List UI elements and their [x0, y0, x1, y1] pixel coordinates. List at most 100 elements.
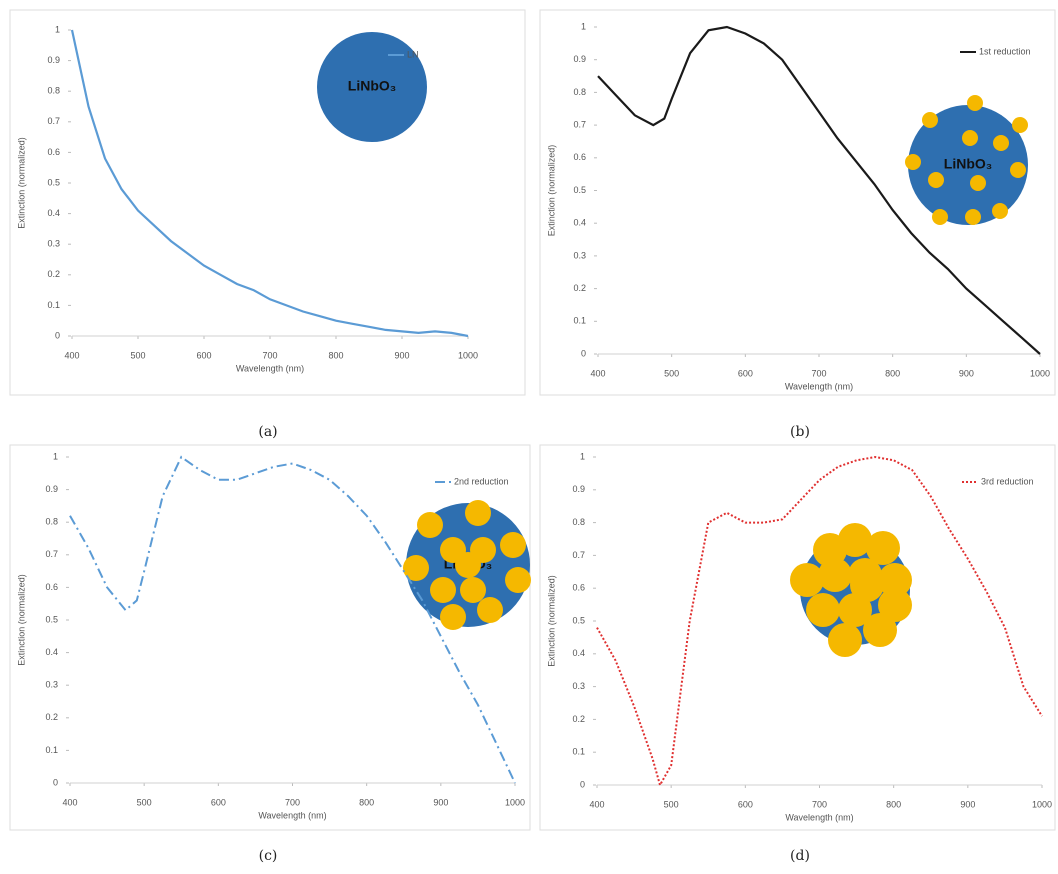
y-tick-label: 0.1	[572, 747, 585, 757]
x-tick-label: 1000	[1032, 799, 1052, 809]
y-tick-label: 0.4	[47, 208, 60, 218]
gold-particle	[850, 568, 884, 602]
gold-particle	[477, 597, 503, 623]
y-tick-label: 0.3	[45, 680, 58, 690]
legend-label: LN	[407, 49, 419, 59]
y-tick-label: 0.2	[572, 714, 585, 724]
y-tick-label: 0.4	[573, 218, 586, 228]
y-tick-label: 1	[581, 21, 586, 31]
y-tick-label: 0.7	[572, 550, 585, 560]
particle-core	[317, 32, 427, 142]
x-axis-label: Wavelength (nm)	[785, 812, 853, 822]
gold-particle	[505, 567, 531, 593]
x-tick-label: 400	[62, 797, 77, 807]
gold-particle	[863, 613, 897, 647]
gold-particle	[806, 593, 840, 627]
y-tick-label: 0.8	[47, 86, 60, 96]
series-line	[597, 25, 1041, 355]
gold-particle	[403, 555, 429, 581]
x-tick-label: 400	[590, 368, 605, 378]
gold-particle	[922, 112, 938, 128]
y-tick-label: 0.1	[45, 745, 58, 755]
x-tick-label: 500	[664, 368, 679, 378]
x-tick-label: 900	[433, 797, 448, 807]
legend-label: 1st reduction	[979, 46, 1031, 56]
y-tick-label: 0.3	[573, 250, 586, 260]
y-tick-label: 0	[55, 330, 60, 340]
gold-particle	[818, 558, 852, 592]
gold-particle	[878, 563, 912, 597]
series-line	[70, 29, 469, 338]
x-tick-label: 500	[664, 799, 679, 809]
x-tick-label: 400	[589, 799, 604, 809]
x-tick-label: 800	[359, 797, 374, 807]
gold-particle	[460, 577, 486, 603]
gold-particle	[417, 512, 443, 538]
particle-core	[908, 105, 1028, 225]
series-line	[69, 455, 516, 784]
x-tick-label: 900	[960, 799, 975, 809]
y-tick-label: 0	[580, 779, 585, 789]
y-tick-label: 1	[580, 451, 585, 461]
y-tick-label: 0	[53, 777, 58, 787]
gold-particle	[1010, 162, 1026, 178]
x-tick-label: 700	[811, 368, 826, 378]
gold-particle	[992, 203, 1008, 219]
y-tick-label: 0.2	[45, 712, 58, 722]
caption: (c)	[259, 848, 278, 864]
caption: (a)	[258, 424, 277, 440]
y-tick-label: 0.7	[47, 116, 60, 126]
y-tick-label: 0.9	[45, 484, 58, 494]
y-tick-label: 0.2	[573, 283, 586, 293]
y-tick-label: 0.3	[47, 239, 60, 249]
gold-particle	[1012, 117, 1028, 133]
y-tick-label: 0.6	[47, 147, 60, 157]
caption: (d)	[790, 848, 810, 864]
legend-label: 2nd reduction	[454, 476, 509, 486]
y-tick-label: 0.9	[572, 484, 585, 494]
x-tick-label: 1000	[1030, 368, 1050, 378]
y-tick-label: 0.1	[573, 316, 586, 326]
gold-particle	[878, 588, 912, 622]
x-tick-label: 500	[137, 797, 152, 807]
x-tick-label: 600	[738, 799, 753, 809]
inset-label: LiNbO₃	[348, 78, 396, 94]
y-axis-label: Extinction (normalized)	[546, 575, 556, 667]
y-tick-label: 1	[53, 451, 58, 461]
x-tick-label: 500	[130, 350, 145, 360]
gold-particle	[905, 154, 921, 170]
y-tick-label: 0.6	[572, 583, 585, 593]
gold-particle	[500, 532, 526, 558]
y-tick-label: 0.8	[572, 517, 585, 527]
caption: (b)	[790, 424, 810, 440]
series-line	[596, 455, 1043, 788]
gold-particle	[838, 523, 872, 557]
x-tick-label: 700	[812, 799, 827, 809]
x-tick-label: 800	[886, 799, 901, 809]
y-axis-label: Extinction (normalized)	[546, 145, 556, 237]
x-tick-label: 900	[394, 350, 409, 360]
x-tick-label: 1000	[458, 350, 478, 360]
panel-frame	[539, 444, 1056, 831]
gold-particle	[993, 135, 1009, 151]
y-tick-label: 0.3	[572, 681, 585, 691]
y-tick-label: 0.1	[47, 300, 60, 310]
y-tick-label: 0.5	[573, 185, 586, 195]
x-tick-label: 600	[196, 350, 211, 360]
x-tick-label: 1000	[505, 797, 525, 807]
y-tick-label: 0.9	[573, 54, 586, 64]
y-axis-label: Extinction (normalized)	[16, 137, 26, 229]
x-tick-label: 700	[285, 797, 300, 807]
y-tick-label: 1	[55, 24, 60, 34]
x-tick-label: 700	[262, 350, 277, 360]
gold-particle	[967, 95, 983, 111]
gold-particle	[440, 604, 466, 630]
y-tick-label: 0.5	[45, 614, 58, 624]
x-tick-label: 400	[64, 350, 79, 360]
gold-particle	[465, 500, 491, 526]
x-tick-label: 900	[959, 368, 974, 378]
y-tick-label: 0.4	[572, 648, 585, 658]
gold-particle	[928, 172, 944, 188]
y-tick-label: 0.8	[45, 517, 58, 527]
